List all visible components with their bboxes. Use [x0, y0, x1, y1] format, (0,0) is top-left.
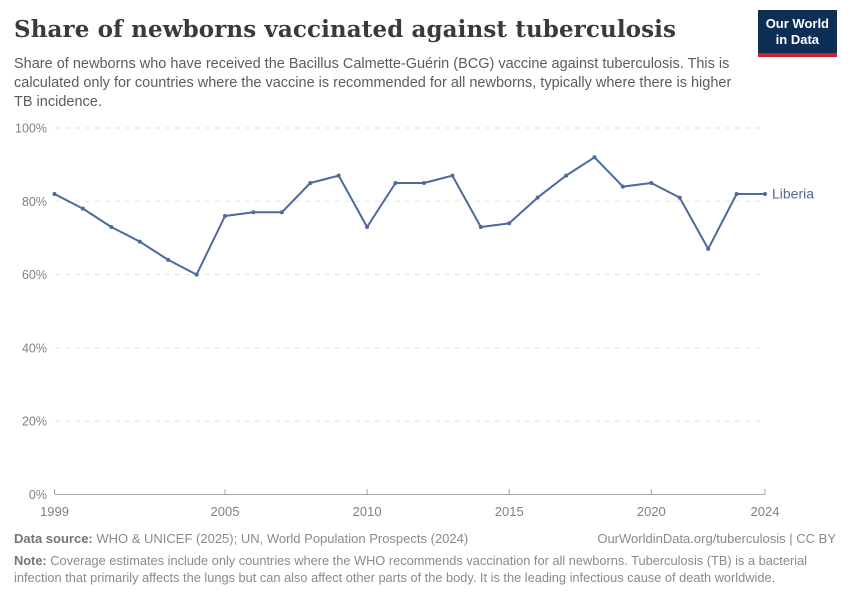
page-title: Share of newborns vaccinated against tub… — [14, 16, 677, 43]
owid-logo-line2: in Data — [775, 32, 820, 47]
line-chart[interactable]: 0% 20% 40% 60% 80% 100% 1999 2005 2010 2015 2020 20… — [0, 115, 850, 525]
data-point[interactable] — [223, 214, 227, 218]
y-tick-label: 20% — [22, 415, 47, 429]
data-point[interactable] — [478, 225, 483, 229]
chart-subtitle: Share of newborns who have received the … — [14, 56, 732, 110]
owid-logo-line1: Our World — [765, 16, 829, 31]
data-point[interactable] — [564, 173, 569, 178]
x-tick-label: 1999 — [40, 504, 69, 519]
owid-link[interactable]: OurWorldinData.org/tuberculosis | CC BY — [597, 531, 836, 546]
y-tick-label: 40% — [22, 341, 47, 355]
data-point[interactable] — [734, 192, 739, 196]
data-point[interactable] — [535, 195, 540, 200]
data-point[interactable] — [763, 192, 767, 196]
data-point[interactable] — [308, 181, 313, 185]
source-row: Data source: WHO & UNICEF (2025); UN, Wo… — [14, 530, 836, 547]
data-point[interactable] — [507, 221, 512, 226]
series-line-liberia[interactable] — [53, 156, 766, 276]
note-label: Note: — [14, 553, 47, 568]
owid-logo[interactable]: Our World in Data — [757, 10, 837, 57]
data-point[interactable] — [422, 181, 426, 185]
y-tick-label: 60% — [22, 268, 47, 282]
y-tick-label: 100% — [15, 122, 47, 136]
data-point[interactable] — [137, 239, 142, 244]
x-tick-label: 2005 — [211, 504, 240, 519]
x-tick-label: 2020 — [637, 504, 666, 519]
data-point[interactable] — [279, 210, 284, 215]
data-source-label: Data source: — [14, 531, 93, 546]
chart-footer: Data source: WHO & UNICEF (2025); UN, Wo… — [14, 530, 836, 586]
data-point[interactable] — [592, 155, 597, 160]
data-point[interactable] — [109, 225, 114, 229]
data-point[interactable] — [677, 195, 682, 200]
data-source: Data source: WHO & UNICEF (2025); UN, Wo… — [14, 530, 468, 547]
data-source-text: WHO & UNICEF (2025); UN, World Populatio… — [92, 531, 469, 546]
data-point[interactable] — [706, 246, 711, 251]
data-point[interactable] — [649, 181, 654, 185]
series-label[interactable]: Liberia — [772, 185, 814, 201]
data-point[interactable] — [52, 192, 57, 196]
y-tick-label: 0% — [29, 488, 47, 502]
note-text: Coverage estimates include only countrie… — [14, 553, 808, 585]
chart-note: Note: Coverage estimates include only co… — [14, 552, 836, 586]
data-point[interactable] — [620, 184, 625, 189]
data-point[interactable] — [166, 257, 171, 262]
y-tick-label: 80% — [22, 195, 47, 209]
x-tick-label: 2024 — [751, 504, 780, 519]
data-point[interactable] — [336, 173, 341, 178]
data-point[interactable] — [393, 181, 398, 185]
data-point[interactable] — [80, 206, 85, 211]
data-point[interactable] — [450, 173, 455, 178]
x-tick-label: 2010 — [353, 504, 382, 519]
data-point[interactable] — [251, 210, 256, 215]
data-point[interactable] — [365, 225, 370, 229]
data-point[interactable] — [194, 272, 199, 277]
x-tick-label: 2015 — [495, 504, 524, 519]
